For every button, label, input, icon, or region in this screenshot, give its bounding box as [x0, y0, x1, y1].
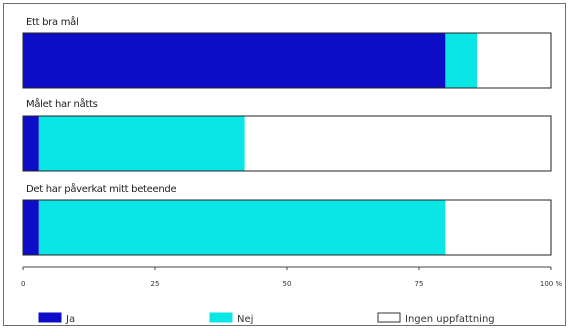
bar-segment-ingen-uppfattning [477, 33, 551, 88]
bar-segment-ingen-uppfattning [445, 200, 551, 255]
legend-item: Nej [209, 312, 253, 325]
bar-title: Ett bra mål [26, 15, 78, 28]
bar-segment-nej [38, 200, 446, 255]
bar-group: Målet har nåtts [22, 97, 552, 172]
x-tick-label: 50 [283, 280, 292, 288]
legend-item: Ingen uppfattning [377, 312, 495, 325]
legend-label: Nej [237, 314, 253, 325]
legend-swatch-ja [38, 312, 62, 323]
bar-segment-ja [23, 116, 39, 171]
bar-segment-ja [23, 200, 39, 255]
bar-group: Det har påverkat mitt beteende [22, 182, 552, 256]
x-tick-label: 0 [21, 280, 25, 288]
legend-label: Ja [65, 314, 75, 325]
bar-outline [22, 115, 552, 172]
legend-swatch-nej [209, 312, 233, 323]
x-axis: 0 25 50 75 100 % [21, 266, 563, 288]
x-tick-label: 100 % [540, 280, 563, 288]
bar-title: Det har påverkat mitt beteende [26, 182, 176, 195]
x-tick-label: 25 [151, 280, 160, 288]
bar-segment-nej [445, 33, 478, 88]
x-tick-label: 75 [415, 280, 424, 288]
legend-label: Ingen uppfattning [405, 314, 495, 325]
bar-segment-nej [38, 116, 245, 171]
bar-title: Målet har nåtts [26, 97, 98, 110]
bar-group: Ett bra mål [22, 15, 552, 89]
bar-segment-ja [23, 33, 446, 88]
legend-item: Ja [38, 312, 75, 325]
bars-layer: Ett bra mål Målet har nåtts Det har påverk… [22, 15, 552, 256]
legend-swatch-ingen-uppfattning [377, 312, 401, 323]
bar-segment-ingen-uppfattning [244, 116, 551, 171]
bar-outline [22, 32, 552, 89]
bar-outline [22, 199, 552, 256]
legend: Ja Nej Ingen uppfattning [38, 312, 495, 325]
